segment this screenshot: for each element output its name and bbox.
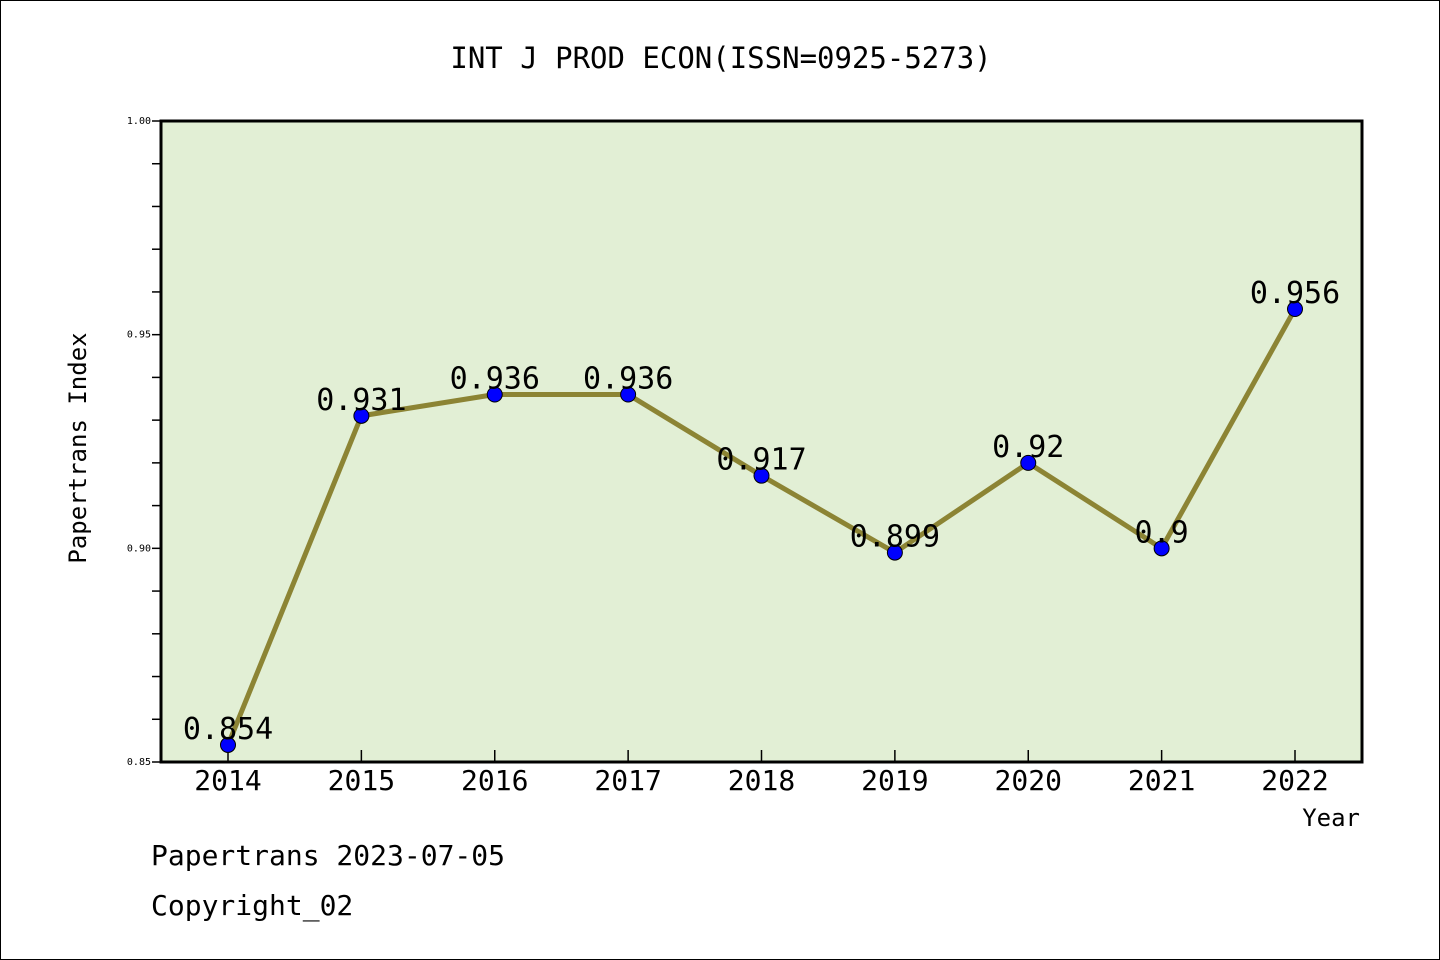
x-tick-label: 2021 <box>1128 764 1195 797</box>
y-axis-label: Papertrans Index <box>64 332 92 563</box>
y-tick-label: 0.95 <box>127 330 151 341</box>
x-tick-label: 2016 <box>461 764 528 797</box>
y-tick-label: 1.00 <box>127 116 151 127</box>
points-layer <box>220 301 1303 753</box>
data-label: 0.899 <box>850 520 940 555</box>
data-point <box>1287 301 1303 318</box>
x-axis-label: Year <box>1302 804 1360 832</box>
footer-copyright: Copyright_02 <box>151 889 353 923</box>
data-point <box>753 467 770 484</box>
data-label: 0.9 <box>1135 515 1189 550</box>
data-point <box>886 544 903 561</box>
x-tick-label: 2018 <box>728 764 795 797</box>
x-tick-label: 2022 <box>1261 764 1328 797</box>
data-label: 0.92 <box>992 430 1064 465</box>
x-tick-label: 2019 <box>861 764 928 797</box>
data-label: 0.931 <box>316 383 406 418</box>
chart-title: INT J PROD ECON(ISSN=0925-5273) <box>450 41 991 75</box>
data-point <box>353 407 370 424</box>
data-label: 0.917 <box>716 443 806 478</box>
x-tick-label: 2014 <box>194 764 261 797</box>
data-label: 0.936 <box>583 361 673 396</box>
data-label: 0.936 <box>450 361 540 396</box>
footer-date: Papertrans 2023-07-05 <box>151 839 505 872</box>
data-point <box>1020 454 1037 471</box>
data-label: 0.956 <box>1250 276 1340 311</box>
plot-area <box>159 119 1364 764</box>
x-tick-label: 2020 <box>995 764 1062 797</box>
data-labels-layer: 0.854 0.931 0.936 0.936 0.917 0.899 0.92 0.9 0.9… <box>183 276 1340 747</box>
x-tick-label: 2015 <box>328 764 395 797</box>
y-axis-ticks: 0.85 0.90 0.95 1.00 <box>127 116 161 768</box>
data-label: 0.854 <box>183 712 273 747</box>
x-tick-label: 2017 <box>594 764 661 797</box>
data-point <box>1153 540 1170 557</box>
data-point <box>620 386 637 403</box>
data-point <box>220 736 236 753</box>
x-axis-ticks: 2014 2015 2016 2017 2018 2019 2020 2021 2022 <box>194 750 1329 797</box>
y-tick-label: 0.90 <box>127 543 151 554</box>
y-tick-label: 0.85 <box>127 757 151 768</box>
data-point <box>486 386 503 403</box>
